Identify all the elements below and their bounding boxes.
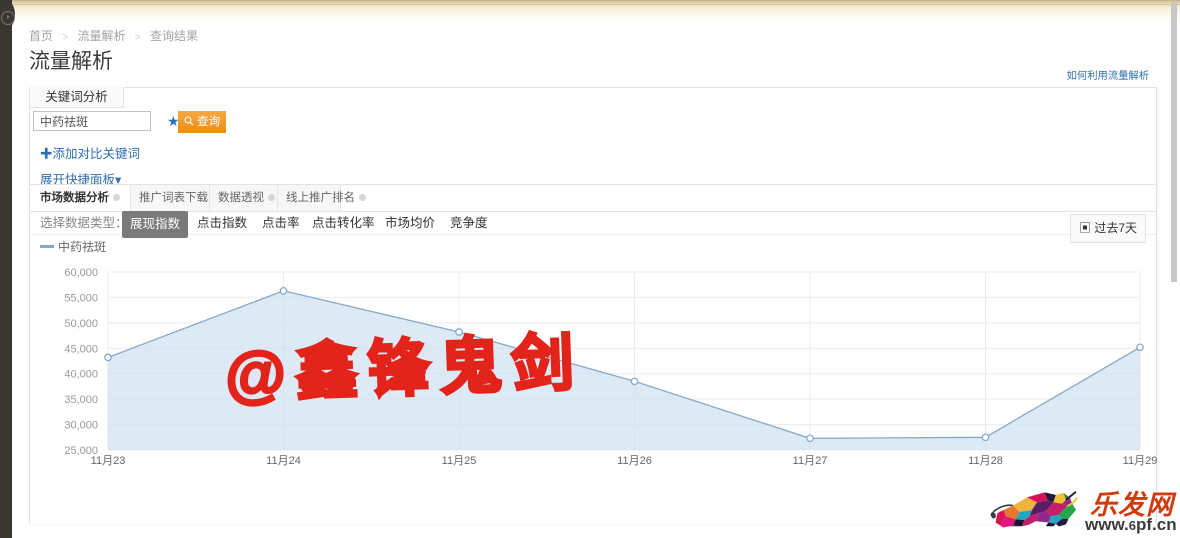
- svg-text:50,000: 50,000: [64, 318, 98, 330]
- svg-text:30,000: 30,000: [64, 420, 98, 432]
- svg-text:45,000: 45,000: [64, 343, 98, 355]
- svg-text:11月24: 11月24: [266, 455, 301, 467]
- svg-text:35,000: 35,000: [64, 394, 98, 406]
- svg-text:60,000: 60,000: [64, 267, 98, 279]
- svg-text:11月26: 11月26: [617, 455, 652, 467]
- svg-text:11月25: 11月25: [442, 455, 477, 467]
- svg-text:55,000: 55,000: [64, 292, 98, 304]
- svg-text:11月29: 11月29: [1123, 455, 1158, 467]
- svg-text:11月27: 11月27: [793, 455, 828, 467]
- svg-text:40,000: 40,000: [64, 369, 98, 381]
- svg-text:11月28: 11月28: [968, 455, 1003, 467]
- svg-text:11月23: 11月23: [91, 455, 126, 467]
